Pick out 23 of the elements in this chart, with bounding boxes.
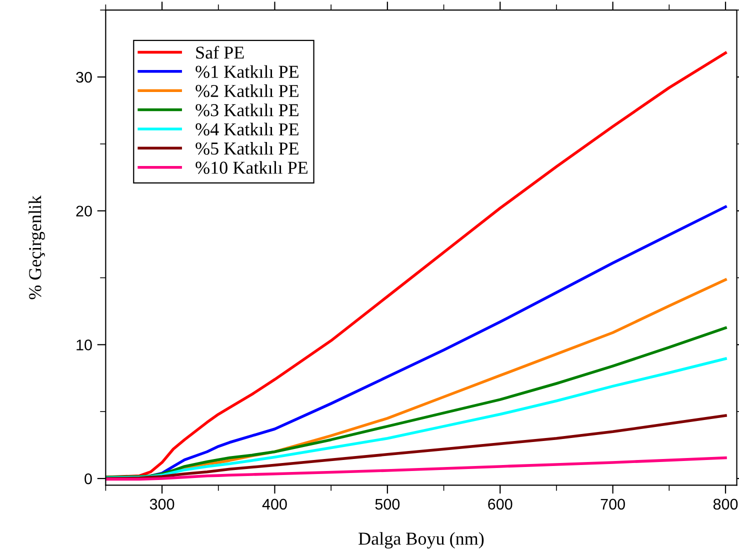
x-tick-label: 600 <box>488 498 512 510</box>
y-tick-label: 30 <box>76 72 92 83</box>
legend-label: %5 Katkılı PE <box>196 142 298 155</box>
x-tick-label: 700 <box>600 498 625 510</box>
y-axis-title: % Geçirgenlik <box>28 195 45 300</box>
line-series <box>106 414 727 480</box>
line-series <box>106 326 727 479</box>
legend-label: %2 Katkılı PE <box>196 84 298 98</box>
y-tick-label: 10 <box>76 340 92 350</box>
line-series <box>106 357 727 480</box>
legend-label: %4 Katkılı PE <box>196 122 298 136</box>
x-tick-label: 800 <box>713 498 738 510</box>
x-tick-label: 400 <box>262 498 287 510</box>
x-axis-title: Dalga Boyu (nm) <box>358 532 484 549</box>
y-tick-label: 20 <box>76 206 92 217</box>
legend-label: Saf PE <box>196 46 244 59</box>
legend-label: %1 Katkılı PE <box>196 65 298 78</box>
x-tick-label: 300 <box>150 498 174 510</box>
x-tick-label: 500 <box>375 498 400 510</box>
legend-label: %10 Katkılı PE <box>196 161 308 174</box>
y-tick-label: 0 <box>84 473 92 484</box>
legend-label: %3 Katkılı PE <box>196 104 298 116</box>
line-series <box>106 456 727 481</box>
